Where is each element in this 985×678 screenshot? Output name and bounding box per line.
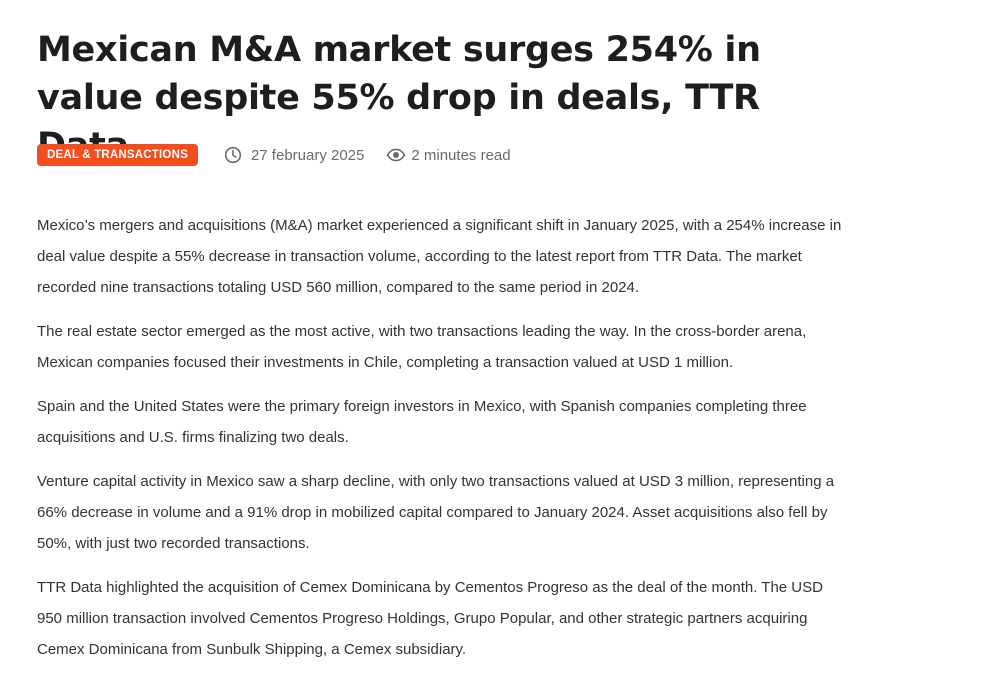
clock-icon [224, 146, 242, 164]
article: Mexican M&A market surges 254% in value … [37, 26, 847, 658]
paragraph: Venture capital activity in Mexico saw a… [37, 473, 835, 552]
paragraph: TTR Data highlighted the acquisition of … [37, 579, 823, 658]
article-title: Mexican M&A market surges 254% in value … [37, 30, 761, 166]
reading-time-text: 2 minutes read [411, 146, 511, 164]
paragraph: Mexico’s mergers and acquisitions (M&A) … [37, 217, 842, 296]
reading-time: 2 minutes read [386, 146, 511, 164]
publish-date: 27 february 2025 [224, 146, 364, 164]
article-meta: DEAL & TRANSACTIONS 27 february 2025 2 m… [37, 144, 511, 166]
paragraph: Spain and the United States were the pri… [37, 398, 807, 446]
article-body: Mexico’s mergers and acquisitions (M&A) … [37, 210, 847, 678]
eye-icon [386, 146, 406, 164]
category-badge[interactable]: DEAL & TRANSACTIONS [37, 144, 198, 166]
paragraph: The real estate sector emerged as the mo… [37, 323, 807, 371]
publish-date-text: 27 february 2025 [250, 146, 365, 164]
